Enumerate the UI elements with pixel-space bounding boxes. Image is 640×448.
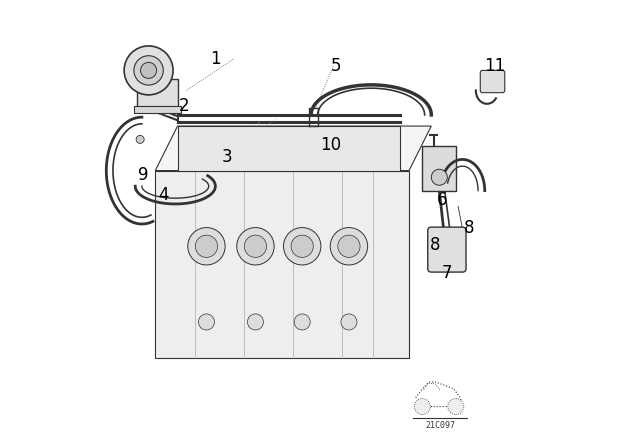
Circle shape (136, 135, 144, 143)
Polygon shape (177, 126, 400, 171)
Circle shape (244, 235, 267, 258)
Text: 3: 3 (221, 148, 232, 166)
Text: 5: 5 (330, 57, 341, 75)
FancyBboxPatch shape (422, 146, 456, 190)
Text: 7: 7 (442, 264, 452, 282)
Circle shape (448, 399, 464, 414)
Text: 21C097: 21C097 (425, 421, 455, 430)
Circle shape (195, 235, 218, 258)
Text: 1: 1 (210, 50, 221, 68)
Circle shape (414, 399, 431, 414)
Circle shape (141, 62, 157, 78)
Circle shape (341, 314, 357, 330)
Circle shape (431, 169, 447, 185)
Text: 10: 10 (321, 136, 342, 154)
Circle shape (330, 228, 367, 265)
Circle shape (294, 314, 310, 330)
Circle shape (338, 235, 360, 258)
Polygon shape (156, 171, 409, 358)
Circle shape (134, 56, 163, 85)
Text: 9: 9 (138, 166, 148, 184)
Circle shape (237, 228, 274, 265)
FancyBboxPatch shape (134, 106, 180, 113)
Circle shape (248, 314, 264, 330)
Circle shape (124, 46, 173, 95)
FancyBboxPatch shape (480, 70, 505, 93)
Circle shape (291, 235, 314, 258)
Text: 6: 6 (437, 190, 448, 208)
Circle shape (284, 228, 321, 265)
FancyBboxPatch shape (138, 79, 177, 111)
Text: 11: 11 (484, 57, 506, 75)
Polygon shape (156, 126, 431, 171)
FancyBboxPatch shape (428, 227, 466, 272)
Text: 2: 2 (179, 97, 189, 115)
Text: 8: 8 (464, 220, 474, 237)
Circle shape (188, 228, 225, 265)
Text: 8: 8 (429, 237, 440, 254)
Text: 4: 4 (158, 186, 168, 204)
Circle shape (198, 314, 214, 330)
